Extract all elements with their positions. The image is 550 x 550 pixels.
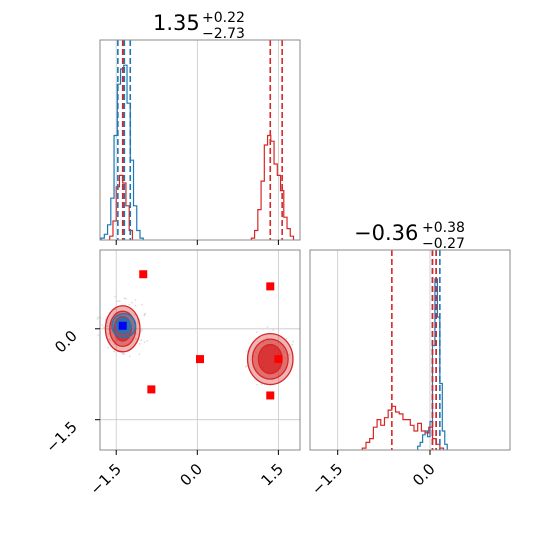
sample-dot xyxy=(288,353,291,356)
sample-dot xyxy=(134,304,137,307)
sample-dot xyxy=(97,316,100,319)
grid-lines xyxy=(115,40,279,240)
y-tick-label: 0.0 xyxy=(51,327,81,357)
sample-dot xyxy=(109,339,111,342)
x-tick-label: 1.5 xyxy=(258,460,288,490)
square-marker xyxy=(266,282,275,291)
sample-dot xyxy=(255,331,258,333)
sample-dot xyxy=(143,314,146,317)
sample-dot xyxy=(101,324,104,327)
sample-dot xyxy=(121,352,124,355)
square-marker xyxy=(118,321,127,330)
sample-dot xyxy=(245,350,248,352)
axes-frame xyxy=(309,249,511,451)
square-marker xyxy=(266,391,275,400)
sample-dot xyxy=(96,318,99,320)
y-tick-label: −1.5 xyxy=(42,418,80,456)
marginal-title-2-value: −0.36 xyxy=(354,221,418,245)
sample-dot xyxy=(123,297,126,300)
sample-dot xyxy=(285,338,288,340)
sample-dot xyxy=(116,300,119,303)
quantile-lines xyxy=(117,40,283,240)
marginal-title-1-value: 1.35 xyxy=(153,11,200,35)
sample-dot xyxy=(128,355,131,358)
marginal-panel-2: −0.36 +0.38 −0.27 xyxy=(309,220,511,451)
histogram-step-line xyxy=(417,278,448,450)
sample-dot xyxy=(146,340,149,342)
sample-dot xyxy=(245,366,247,368)
sample-dot xyxy=(107,328,109,331)
histogram-step-line xyxy=(361,405,445,450)
sample-dot xyxy=(123,353,125,355)
sample-dot xyxy=(114,295,116,298)
sample-dot xyxy=(108,333,110,335)
sample-dot xyxy=(141,303,143,306)
marginal-title-2-minus: −0.27 xyxy=(422,236,465,252)
x-tick-label: 0.0 xyxy=(409,460,439,490)
axis-ticks: −1.5 0.0 1.5 −1.5 0.0 0.0 −1.5 xyxy=(42,240,439,499)
sample-dot xyxy=(107,346,109,349)
sample-dot xyxy=(246,365,248,367)
sample-dot xyxy=(133,313,136,316)
sample-dot xyxy=(97,334,99,336)
x-tick-label: −1.5 xyxy=(308,460,346,498)
sample-dot xyxy=(135,332,138,335)
axes-frame xyxy=(99,39,301,241)
sample-dot xyxy=(291,344,293,346)
sample-dot xyxy=(140,339,143,341)
sample-dot xyxy=(141,328,143,331)
joint-panel xyxy=(96,249,301,451)
sample-dot xyxy=(113,350,115,353)
histogram-steps xyxy=(361,278,448,450)
histogram-step-line xyxy=(109,134,295,240)
sample-dot xyxy=(119,300,121,302)
sample-dot xyxy=(266,337,268,339)
square-markers xyxy=(118,270,283,400)
sample-dot xyxy=(131,301,133,304)
sample-dot xyxy=(139,343,141,345)
grid-lines xyxy=(337,250,431,450)
sample-dot xyxy=(272,329,275,331)
x-tick-label: −1.5 xyxy=(86,460,124,498)
sample-dot xyxy=(260,383,263,385)
square-marker xyxy=(196,355,204,364)
sample-dot xyxy=(140,330,142,333)
square-marker xyxy=(147,385,156,394)
sample-dot xyxy=(138,353,141,355)
sample-dot xyxy=(256,383,258,386)
sample-dot xyxy=(106,325,109,327)
square-marker xyxy=(139,270,148,279)
sample-dot xyxy=(103,326,105,329)
marginal-title-2-plus: +0.38 xyxy=(422,220,465,236)
quantile-lines xyxy=(391,250,441,450)
x-tick-label: 0.0 xyxy=(176,460,206,490)
marginal-title-1-minus: −2.73 xyxy=(202,26,245,42)
sample-dot xyxy=(125,297,127,300)
square-marker xyxy=(274,355,283,364)
sample-dot xyxy=(134,299,137,301)
marginal-title-1-plus: +0.22 xyxy=(202,10,245,26)
sample-dot xyxy=(135,337,137,340)
sample-dot xyxy=(128,303,131,306)
density-contours xyxy=(104,305,294,386)
sample-dot xyxy=(266,326,269,328)
sample-dot xyxy=(108,338,111,341)
marginal-panel-1: 1.35 +0.22 −2.73 xyxy=(99,10,301,241)
sample-dot xyxy=(143,341,146,343)
sample-dot xyxy=(292,340,294,343)
axes-frame xyxy=(99,249,301,451)
sample-dot xyxy=(144,312,146,315)
sample-dot xyxy=(137,322,139,324)
